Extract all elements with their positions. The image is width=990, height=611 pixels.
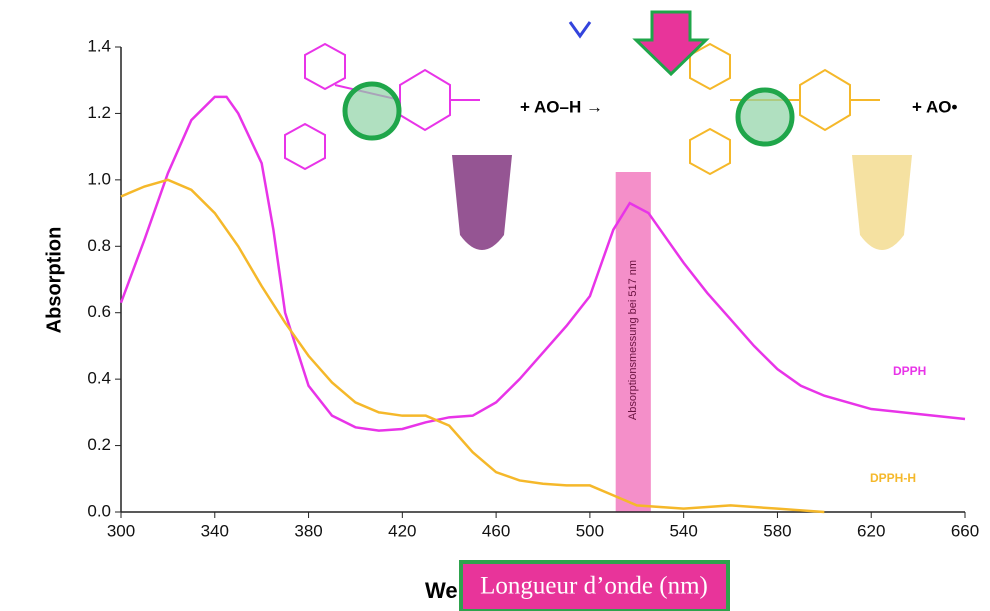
icon: [570, 22, 590, 36]
highlight-circle: [345, 84, 399, 138]
legend-label: DPPH-H: [870, 471, 916, 485]
y-tick-label: 0.8: [87, 236, 111, 255]
y-axis-label: Absorption: [43, 227, 65, 334]
y-tick-label: 0.6: [87, 302, 111, 321]
reaction-text: + AO•: [912, 97, 958, 116]
reaction-text: + AO–H →: [520, 97, 603, 116]
arrow: [636, 12, 706, 74]
x-axis-label-hidden: We: [425, 578, 458, 603]
legend-label: DPPH: [893, 364, 926, 378]
x-tick-label: 620: [857, 521, 885, 540]
x-tick-label: 460: [482, 521, 510, 540]
x-tick-label: 660: [951, 521, 979, 540]
x-tick-label: 340: [201, 521, 229, 540]
x-tick-label: 500: [576, 521, 604, 540]
highlight-circle: [738, 90, 792, 144]
test-tube: [452, 155, 512, 250]
y-tick-label: 1.2: [87, 103, 111, 122]
x-tick-label: 580: [763, 521, 791, 540]
x-tick-label: 540: [669, 521, 697, 540]
y-tick-label: 1.0: [87, 169, 111, 188]
y-tick-label: 0.0: [87, 501, 111, 520]
band-label: Absorptionsmessung bei 517 nm: [627, 260, 639, 420]
y-tick-label: 0.2: [87, 435, 111, 454]
x-tick-label: 380: [294, 521, 322, 540]
y-tick-label: 1.4: [87, 36, 111, 55]
chart: Absorption We Longueur d’onde (nm) + AO–…: [0, 0, 990, 611]
x-tick-label: 420: [388, 521, 416, 540]
x-axis-label: Longueur d’onde (nm): [480, 573, 708, 600]
y-tick-label: 0.4: [87, 369, 111, 388]
x-tick-label: 300: [107, 521, 135, 540]
test-tube: [852, 155, 912, 250]
